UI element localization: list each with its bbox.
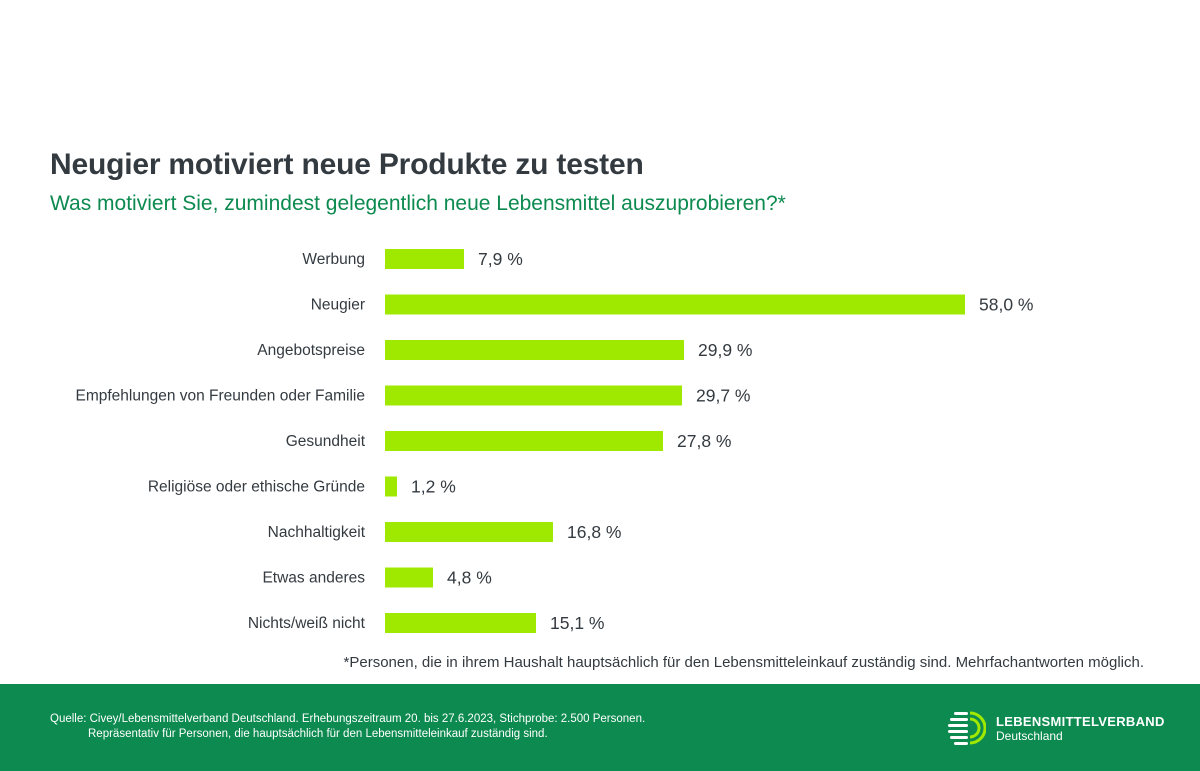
source-line-2: Repräsentativ für Personen, die hauptsäc… [88,728,548,740]
value-label: 7,9 % [478,249,523,269]
value-label: 58,0 % [979,295,1033,315]
chart-title: Neugier motiviert neue Produkte zu teste… [50,148,644,181]
bar [385,476,397,497]
bar [385,340,684,360]
chart-subtitle: Was motiviert Sie, zumindest gelegentlic… [50,192,786,215]
bar-chart: Werbung 7,9 % Neugier 58,0 % Angebotspreise 2… [75,249,1033,633]
bar [385,385,682,406]
bar [385,431,663,451]
bar [385,522,553,542]
footnote: *Personen, die in ihrem Haushalt hauptsä… [343,654,1144,671]
logo-mark-icon [948,711,986,745]
category-label: Gesundheit [286,433,366,450]
bar [385,294,965,315]
category-label: Nichts/weiß nicht [248,615,366,632]
value-label: 27,8 % [677,431,731,451]
value-label: 29,9 % [698,340,752,360]
logo-name: LEBENSMITTELVERBAND [996,713,1165,729]
category-label: Werbung [302,251,365,268]
source-line-1: Quelle: Civey/Lebensmittelverband Deutsc… [50,713,646,725]
lebensmittelverband-logo: LEBENSMITTELVERBAND Deutschland [948,708,1165,748]
category-label: Neugier [311,297,365,314]
value-label: 29,7 % [696,386,750,406]
value-label: 15,1 % [550,613,604,633]
value-label: 16,8 % [567,522,621,542]
category-label: Empfehlungen von Freunden oder Familie [75,388,365,405]
value-label: 1,2 % [411,477,456,497]
footer-bar: Quelle: Civey/Lebensmittelverband Deutsc… [0,684,1200,771]
category-label: Religiöse oder ethische Gründe [148,479,365,496]
bar [385,567,433,588]
logo-subtitle: Deutschland [996,728,1063,743]
bar [385,613,536,633]
category-label: Etwas anderes [262,570,365,587]
category-label: Angebotspreise [257,342,365,359]
source-note: Quelle: Civey/Lebensmittelverband Deutsc… [50,712,645,742]
bar [385,249,464,269]
category-label: Nachhaltigkeit [268,524,366,541]
value-label: 4,8 % [447,568,492,588]
